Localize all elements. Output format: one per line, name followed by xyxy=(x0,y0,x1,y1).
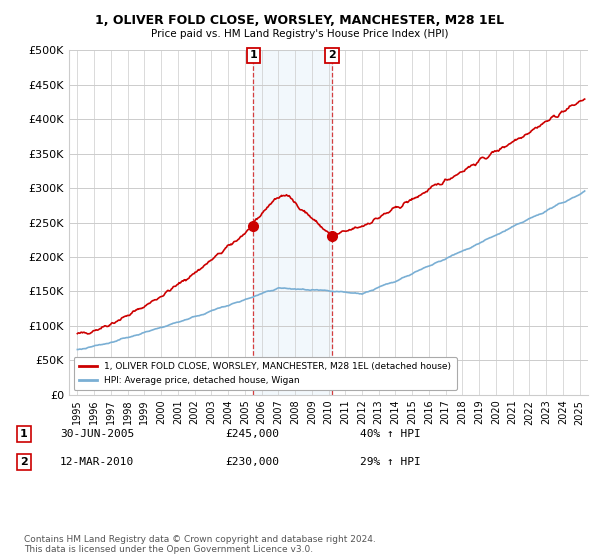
Text: 1, OLIVER FOLD CLOSE, WORSLEY, MANCHESTER, M28 1EL: 1, OLIVER FOLD CLOSE, WORSLEY, MANCHESTE… xyxy=(95,14,505,27)
Text: 12-MAR-2010: 12-MAR-2010 xyxy=(60,457,134,467)
Text: 1: 1 xyxy=(20,429,28,439)
Text: 29% ↑ HPI: 29% ↑ HPI xyxy=(360,457,421,467)
Text: Price paid vs. HM Land Registry's House Price Index (HPI): Price paid vs. HM Land Registry's House … xyxy=(151,29,449,39)
Text: 30-JUN-2005: 30-JUN-2005 xyxy=(60,429,134,439)
Text: 2: 2 xyxy=(328,50,336,60)
Legend: 1, OLIVER FOLD CLOSE, WORSLEY, MANCHESTER, M28 1EL (detached house), HPI: Averag: 1, OLIVER FOLD CLOSE, WORSLEY, MANCHESTE… xyxy=(74,357,457,390)
Bar xyxy=(253,50,332,395)
Text: 2: 2 xyxy=(20,457,28,467)
Text: 1: 1 xyxy=(249,50,257,60)
Text: £245,000: £245,000 xyxy=(225,429,279,439)
Text: 40% ↑ HPI: 40% ↑ HPI xyxy=(360,429,421,439)
Text: £230,000: £230,000 xyxy=(225,457,279,467)
Text: Contains HM Land Registry data © Crown copyright and database right 2024.
This d: Contains HM Land Registry data © Crown c… xyxy=(24,535,376,554)
